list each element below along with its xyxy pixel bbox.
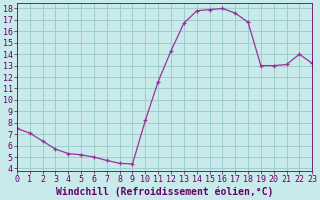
X-axis label: Windchill (Refroidissement éolien,°C): Windchill (Refroidissement éolien,°C) bbox=[56, 187, 273, 197]
